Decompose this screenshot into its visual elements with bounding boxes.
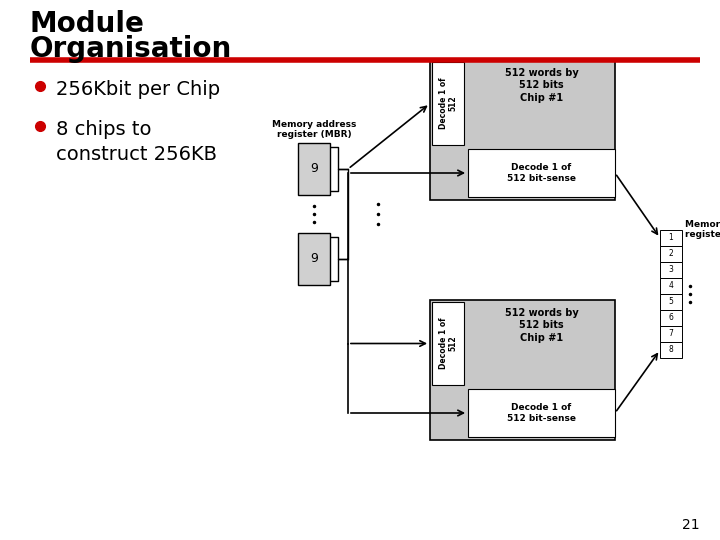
FancyBboxPatch shape [430, 300, 615, 440]
FancyBboxPatch shape [298, 143, 330, 195]
FancyBboxPatch shape [432, 62, 464, 145]
Text: Decode 1 of
512: Decode 1 of 512 [438, 78, 457, 129]
Text: 256Kbit per Chip: 256Kbit per Chip [56, 80, 220, 99]
Text: Module: Module [30, 10, 145, 38]
Text: 8 chips to
construct 256KB: 8 chips to construct 256KB [56, 120, 217, 164]
Text: Decode 1 of
512 bit-sense: Decode 1 of 512 bit-sense [507, 163, 576, 183]
Text: 9: 9 [310, 253, 318, 266]
FancyBboxPatch shape [468, 389, 615, 437]
Text: 512 words by
512 bits
Chip #1: 512 words by 512 bits Chip #1 [505, 68, 578, 103]
Text: 9: 9 [310, 163, 318, 176]
Text: Decode 1 of
512: Decode 1 of 512 [438, 318, 457, 369]
FancyBboxPatch shape [660, 294, 682, 310]
FancyBboxPatch shape [660, 246, 682, 262]
FancyBboxPatch shape [298, 233, 330, 285]
Text: 2: 2 [669, 249, 673, 259]
FancyBboxPatch shape [468, 149, 615, 197]
Text: 21: 21 [683, 518, 700, 532]
FancyBboxPatch shape [660, 278, 682, 294]
Text: Memory address
register (MBR): Memory address register (MBR) [272, 119, 356, 139]
Text: 3: 3 [669, 266, 673, 274]
Text: 5: 5 [669, 298, 673, 307]
FancyBboxPatch shape [660, 310, 682, 326]
Text: 512 words by
512 bits
Chip #1: 512 words by 512 bits Chip #1 [505, 308, 578, 343]
Text: 7: 7 [669, 329, 673, 339]
FancyBboxPatch shape [430, 60, 615, 200]
FancyBboxPatch shape [660, 262, 682, 278]
Text: 1: 1 [669, 233, 673, 242]
FancyBboxPatch shape [660, 326, 682, 342]
Text: Decode 1 of
512 bit-sense: Decode 1 of 512 bit-sense [507, 403, 576, 423]
Text: Organisation: Organisation [30, 35, 233, 63]
Text: Memory buffer
register (MBR): Memory buffer register (MBR) [685, 220, 720, 239]
FancyBboxPatch shape [660, 230, 682, 246]
Text: 4: 4 [669, 281, 673, 291]
Text: 8: 8 [669, 346, 673, 354]
Text: 6: 6 [669, 314, 673, 322]
FancyBboxPatch shape [660, 342, 682, 358]
FancyBboxPatch shape [432, 302, 464, 385]
